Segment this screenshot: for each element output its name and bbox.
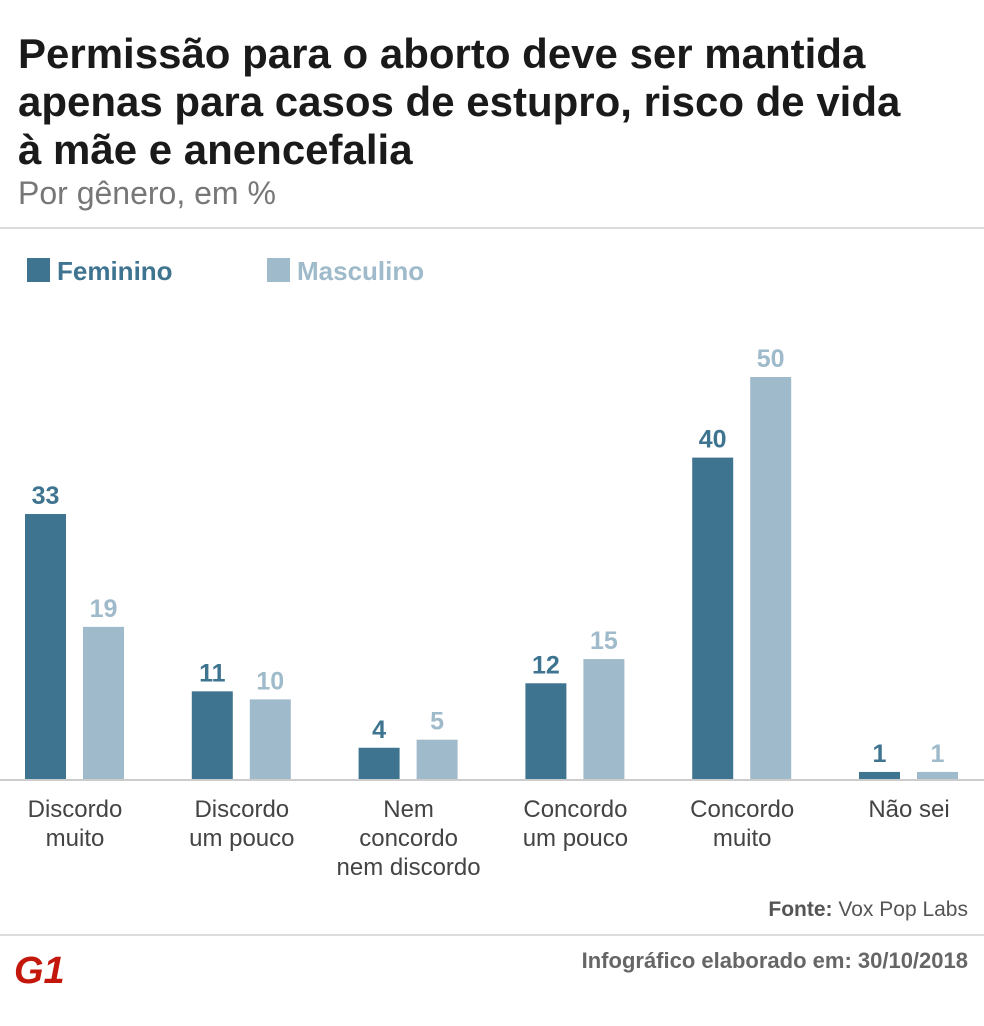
value-label: 50 [757, 345, 785, 373]
chart-subtitle: Por gênero, em % [18, 175, 276, 211]
bar [583, 659, 625, 780]
legend-swatch [267, 258, 290, 282]
value-label: 10 [256, 667, 284, 695]
x-tick-label: Não sei [868, 796, 950, 823]
bar [525, 683, 567, 780]
value-label: 19 [90, 595, 118, 623]
credit: Infográfico elaborado em: 30/10/2018 [581, 948, 968, 973]
bar [917, 771, 958, 780]
x-tick-label: Concordo muito [690, 796, 795, 852]
bar [191, 691, 233, 780]
legend-swatch [27, 258, 50, 282]
bar [83, 626, 124, 780]
legend-label: Feminino [57, 256, 173, 286]
source: Fonte: Vox Pop Labs [768, 898, 968, 922]
value-label: 1 [931, 740, 945, 768]
source-text: Vox Pop Labs [838, 898, 968, 921]
value-label: 1 [873, 740, 887, 768]
bar [750, 377, 792, 780]
bar [358, 747, 400, 780]
x-tick-label: Discordo muito [27, 796, 123, 852]
value-label: 33 [32, 482, 60, 510]
bar [25, 514, 66, 780]
value-label: 12 [532, 651, 560, 679]
bar [416, 739, 458, 780]
x-tick-label: Nem concordo nem discordo [336, 796, 481, 881]
value-label: 4 [372, 716, 386, 744]
value-label: 15 [590, 627, 618, 655]
value-label: 40 [699, 426, 727, 454]
value-label: 11 [199, 659, 226, 687]
logo: G1 [14, 950, 65, 992]
value-label: 5 [430, 708, 444, 736]
x-tick-label: Discordo um pouco [189, 796, 295, 852]
bar [692, 457, 734, 780]
chart-title: Permissão para o aborto deve ser mantida… [18, 30, 901, 173]
bar [859, 771, 900, 780]
legend-label: Masculino [297, 256, 424, 286]
x-tick-label: Concordo um pouco [522, 796, 629, 852]
source-label: Fonte: [768, 898, 833, 921]
bar [249, 699, 291, 780]
